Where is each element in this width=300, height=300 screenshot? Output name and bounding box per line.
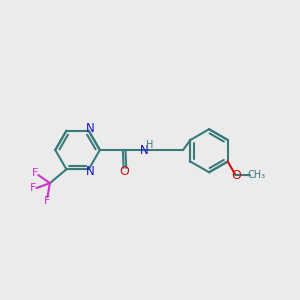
Text: F: F	[32, 168, 38, 178]
Text: N: N	[85, 165, 94, 178]
Text: N: N	[140, 143, 148, 157]
Text: CH₃: CH₃	[247, 170, 266, 180]
Text: F: F	[30, 183, 36, 193]
Text: H: H	[146, 140, 153, 150]
Text: N: N	[85, 122, 94, 135]
Text: O: O	[231, 169, 241, 182]
Text: F: F	[44, 196, 51, 206]
Text: O: O	[119, 165, 129, 178]
